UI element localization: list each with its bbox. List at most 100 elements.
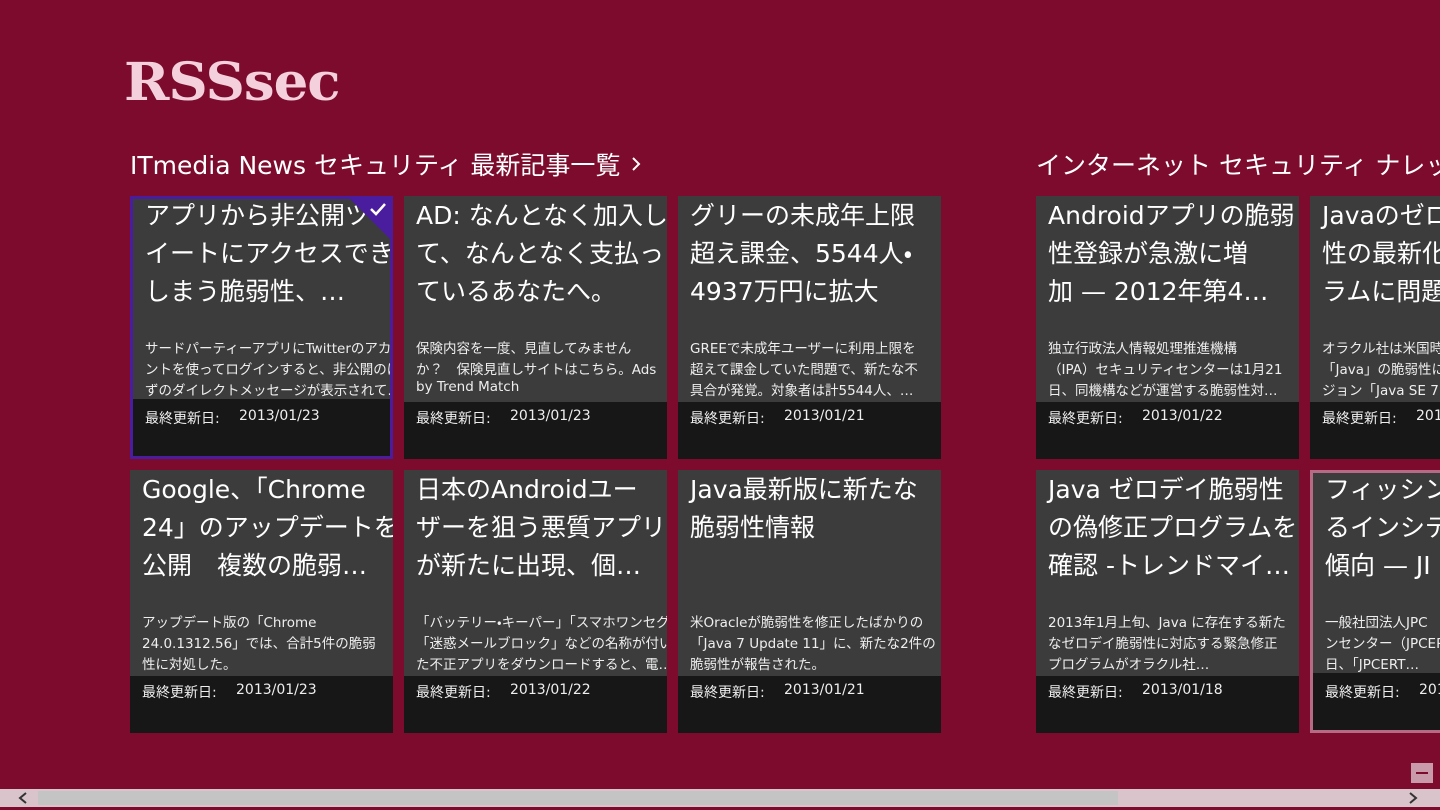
article-title: て、なんとなく支払っ [416,239,665,268]
article-summary: by Trend Match [416,379,520,395]
article-summary: 「Java 7 Update 11」に、新たな2件の [690,636,936,652]
article-summary: 脆弱性が報告された。 [690,657,825,673]
group-title: ITmedia News セキュリティ 最新記事一覧 [130,151,621,180]
article-title: フィッシング [1325,475,1440,504]
article-summary: 性に対処した。 [142,657,237,673]
date-value: 2013/01/21 [784,682,865,698]
tile-footer [678,676,941,733]
article-summary: 「バッテリー・キーパー」「スマホワンセグ」 [416,615,667,631]
article-title: 日本のAndroidユー [416,475,638,504]
tile-footer [404,402,667,459]
article-tile[interactable]: Java最新版に新たな 脆弱性情報米Oracleが脆弱性を修正したばかりの 「Jav… [678,470,941,733]
date-value: 201 [1416,408,1440,424]
article-summary: 2013年1月上旬、Java に存在する新た [1048,615,1286,631]
article-summary: 「Java」の脆弱性に [1322,362,1440,378]
article-title: しまう脆弱性、… [145,277,346,306]
article-summary: サードパーティーアプリにTwitterのアカウ [145,341,393,357]
article-summary: オラクル社は米国時 [1322,341,1440,357]
app-title: RSSsec [124,52,341,113]
tile-footer [1036,402,1299,459]
article-tile[interactable]: 日本のAndroidユー ザーを狙う悪質アプリ が新たに出現、個… 「バッテリー・キー… [404,470,667,733]
date-value: 2013/01/21 [784,408,865,424]
article-summary: 米Oracleが脆弱性を修正したばかりの [690,615,924,631]
article-summary: 日、「JPCERT… [1325,657,1419,673]
date-value: 201 [1419,682,1440,698]
selection-check [350,199,390,239]
article-tile[interactable]: Androidアプリの脆弱 性登録が急激に増加 — 2012年第4… 独立行政法人情… [1036,196,1299,459]
article-title: Java最新版に新たな [690,475,918,504]
article-summary: 一般社団法人JPC [1325,615,1428,631]
article-summary: 「迷惑メールブロック」などの名称が付い [416,636,667,652]
article-title: ているあなたへ。 [416,277,617,306]
article-title: 性登録が急激に増 [1048,239,1249,268]
article-title: グリーの未成年上限 [690,201,916,230]
article-tile[interactable]: グリーの未成年上限 超え課金、5544人・ 4937万円に拡大 GREEで未成年ユーザ… [678,196,941,459]
date-label: 最終更新日: [690,411,765,427]
article-title: が新たに出現、個… [416,551,642,580]
article-summary: なゼロデイ脆弱性に対応する緊急修正 [1048,636,1278,652]
article-title: 傾向 — JI [1325,551,1431,580]
tile-footer [1036,676,1299,733]
tile-footer [133,399,390,456]
article-summary: ントを使ってログインすると、非公開のは [145,362,393,378]
date-value: 2013/01/23 [510,408,591,424]
article-title: Google、「Chrome [142,475,366,504]
date-label: 最終更新日: [1048,411,1123,427]
group-header[interactable]: インターネット セキュリティ ナレッジ [1036,146,1440,182]
date-value: 2013/01/18 [1142,682,1223,698]
article-summary: 具合が発覚。対象者は計5544人、… [690,383,914,399]
article-title: 4937万円に拡大 [690,277,879,306]
article-title: 24」のアップデートを [142,513,393,542]
article-title: 性の最新化 [1322,239,1440,268]
group-title: インターネット セキュリティ ナレッジ [1036,151,1440,180]
tile-footer [1313,673,1440,730]
article-summary: アップデート版の「Chrome [142,615,317,631]
article-tile[interactable]: Google、「Chrome 24」のアップデートを 公開 複数の脆弱… アップデート… [130,470,393,733]
date-value: 2013/01/22 [1142,408,1223,424]
article-title: ザーを狙う悪質アプリ [416,513,667,542]
article-summary: ジョン「Java SE 7 V [1322,383,1440,399]
article-title: 超え課金、5544人・ [690,239,913,268]
date-label: 最終更新日: [690,685,765,701]
article-title: イートにアクセスできて [145,239,393,268]
article-title: の偽修正プログラムを [1048,513,1298,542]
article-title: アプリから非公開ツ [145,201,371,230]
article-tile[interactable]: AD: なんとなく加入し て、なんとなく支払っ ているあなたへ。 保険内容を一度、見… [404,196,667,459]
article-tile[interactable]: Java ゼロデイ脆弱性 の偽修正プログラムを 確認 -トレンドマイ… 2013年1月… [1036,470,1299,733]
article-title: 脆弱性情報 [690,513,816,542]
date-label: 最終更新日: [416,411,491,427]
date-value: 2013/01/23 [236,682,317,698]
article-summary: 独立行政法人情報処理推進機構 [1048,341,1237,357]
article-tile[interactable]: Javaのゼロ 性の最新化 ラムに問題 オラクル社は米国時 「Java」の脆弱性に ジョン… [1310,196,1440,459]
date-value: 2013/01/22 [510,682,591,698]
date-label: 最終更新日: [1325,685,1400,701]
article-summary: 超えて課金していた問題で、新たな不 [690,362,918,378]
date-label: 最終更新日: [142,685,217,701]
article-summary: ずのダイレクトメッセージが表示されて… [145,383,393,399]
date-label: 最終更新日: [145,411,220,427]
article-tile[interactable]: フィッシングるインシデン傾向 — JI 一般社団法人JPC ンセンター（JPCER 日… [1310,470,1440,733]
group-header[interactable]: ITmedia News セキュリティ 最新記事一覧 [130,146,642,182]
article-summary: （IPA）セキュリティセンターは1月21 [1048,362,1283,378]
article-title: るインシデン [1325,513,1440,542]
article-title: 確認 -トレンドマイ… [1048,551,1290,580]
article-summary: 日、同機構などが運営する脆弱性対… [1048,383,1278,399]
tile-footer [130,676,393,733]
article-summary: か？ 保険見直しサイトはこちら。Ads [416,362,657,378]
date-value: 2013/01/23 [239,408,320,424]
article-title: 公開 複数の脆弱… [142,551,368,580]
date-label: 最終更新日: [1048,685,1123,701]
article-title: ラムに問題 [1322,277,1440,306]
article-title: Java ゼロデイ脆弱性 [1048,475,1284,504]
article-tile[interactable]: アプリから非公開ツ イートにアクセスできて しまう脆弱性、… サードパーティーアプリに… [130,196,393,459]
tile-footer [1310,402,1440,459]
article-title: 加 — 2012年第4… [1048,277,1269,306]
article-summary: GREEで未成年ユーザーに利用上限を [690,341,916,357]
article-title: Androidアプリの脆弱 [1048,201,1295,230]
chevron-icon [632,157,641,171]
date-label: 最終更新日: [1322,411,1397,427]
tile-footer [678,402,941,459]
article-summary: ンセンター（JPCER [1325,636,1440,652]
